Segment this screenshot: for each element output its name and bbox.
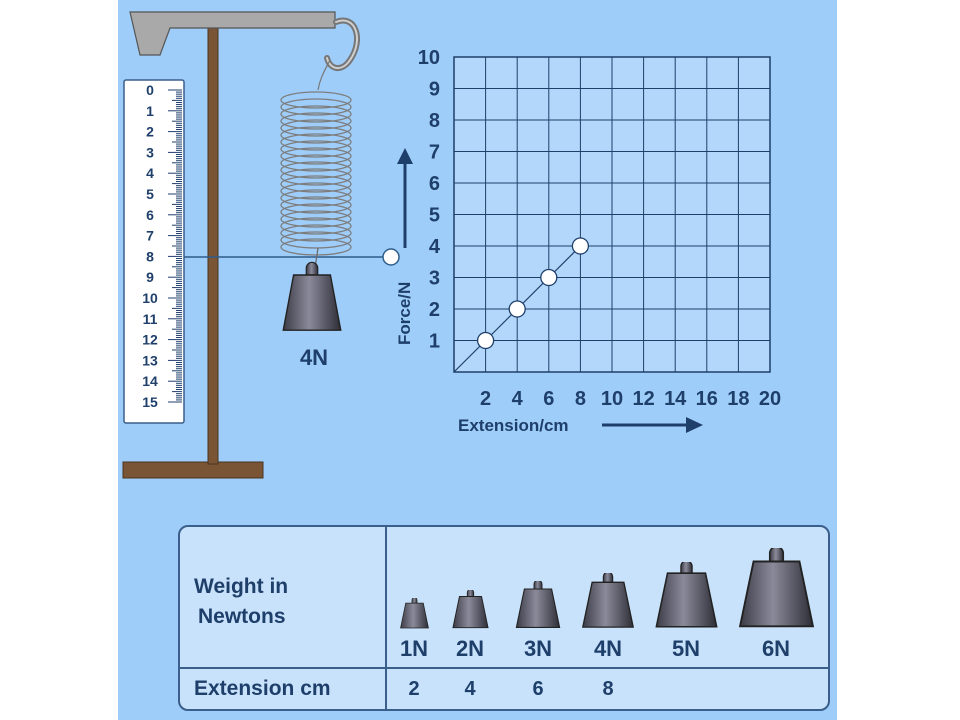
y-tick-label: 8 <box>429 110 440 132</box>
spring-coil <box>280 210 352 228</box>
clamp-stand <box>122 11 361 479</box>
data-point <box>476 331 495 350</box>
y-tick-label: 5 <box>429 205 440 227</box>
hanging-weight-label: 4N <box>300 345 328 370</box>
y-tick-label: 10 <box>418 47 440 69</box>
spring-coil <box>280 168 352 186</box>
data-point <box>571 237 590 255</box>
y-tick-label: 7 <box>429 142 440 164</box>
ruler-mark-label: 10 <box>142 290 158 306</box>
x-tick-label: 2 <box>480 388 491 410</box>
y-tick-label: 6 <box>429 173 440 195</box>
weight-icon <box>738 548 814 628</box>
ruler-mark-label: 8 <box>146 248 154 264</box>
spring-coil <box>280 133 352 151</box>
spring-coil <box>280 196 352 214</box>
spring-coil <box>280 119 352 137</box>
spring-coil <box>280 147 352 165</box>
extension-header: Extension cm <box>194 677 331 700</box>
ruler-mark-label: 9 <box>146 269 154 285</box>
spring-coil <box>280 91 352 109</box>
x-tick-label: 10 <box>601 388 623 410</box>
extension-value: 8 <box>602 678 614 700</box>
x-tick-label: 16 <box>696 388 718 410</box>
spring-coil <box>280 175 352 193</box>
spring-coil <box>280 231 352 249</box>
ruler-mark-label: 11 <box>143 311 158 327</box>
ruler-mark-label: 4 <box>146 165 154 181</box>
stand-arm <box>129 11 336 56</box>
spring-coil <box>280 203 352 221</box>
y-tick-label: 2 <box>429 299 440 321</box>
x-tick-label: 4 <box>512 388 524 410</box>
spring-coil <box>280 105 352 123</box>
extension-value: 2 <box>408 678 420 700</box>
data-point <box>540 268 558 287</box>
pointer-marker <box>382 248 400 266</box>
spring-coil <box>280 112 352 130</box>
ruler-mark-label: 3 <box>146 144 154 160</box>
weight-label: 3N <box>523 636 553 661</box>
weight-label: 2N <box>455 636 485 661</box>
weight-header-line1: Weight in <box>194 575 289 598</box>
weight-header-line2: Newtons <box>198 605 286 628</box>
x-tick-label: 18 <box>727 388 749 410</box>
ruler-mark-label: 0 <box>146 82 154 98</box>
spring-coil <box>280 189 352 207</box>
spring <box>280 59 352 256</box>
weights-table: Weight in Newtons Extension cm 1N 2N 3N 4N 5… <box>178 525 830 711</box>
y-tick-label: 1 <box>429 331 440 353</box>
ruler-mark-label: 5 <box>146 186 154 202</box>
x-tick-label: 14 <box>664 388 687 410</box>
y-axis-label: Force/N <box>395 282 414 345</box>
spring-coil <box>280 98 352 116</box>
ruler-mark-label: 13 <box>142 352 158 368</box>
ruler-mark-label: 15 <box>142 394 158 410</box>
chart-x-ticks: 2 4 6 8 10 12 14 16 18 20 <box>480 388 781 410</box>
weight-label: 5N <box>671 636 701 661</box>
spring-coil <box>280 140 352 158</box>
chart-y-ticks: 1 2 3 4 5 6 7 8 9 10 <box>418 47 441 353</box>
data-point <box>508 300 526 318</box>
x-tick-label: 12 <box>632 388 654 410</box>
spring-coil <box>280 238 352 256</box>
spring-coil <box>280 154 352 172</box>
spring-coil <box>280 217 352 235</box>
weight-label: 6N <box>761 636 791 661</box>
weight-icon <box>451 590 489 629</box>
ruler-mark-label: 7 <box>146 228 154 244</box>
extension-value: 4 <box>464 678 476 700</box>
y-tick-label: 4 <box>429 236 441 258</box>
spring-coil <box>280 182 352 200</box>
weight-icon <box>399 598 429 629</box>
stand-base <box>122 461 264 479</box>
ruler-mark-label: 6 <box>146 207 154 223</box>
x-tick-label: 8 <box>575 388 586 410</box>
weight-label: 4N <box>593 636 623 661</box>
y-tick-label: 9 <box>429 79 440 101</box>
x-tick-label: 6 <box>543 388 554 410</box>
ruler-mark-label: 2 <box>146 124 154 140</box>
stand-pole <box>207 27 219 465</box>
ruler-mark-label: 1 <box>146 103 154 119</box>
ruler-mark-label: 12 <box>142 332 158 348</box>
weight-icon <box>654 562 718 628</box>
extension-value: 6 <box>532 678 544 700</box>
ruler-mark-label: 14 <box>142 373 158 389</box>
weight-label: 1N <box>399 636 429 661</box>
x-axis-label: Extension/cm <box>458 416 569 435</box>
spring-coil <box>280 161 352 179</box>
spring-coil <box>280 126 352 144</box>
weight-icon <box>581 573 635 628</box>
chart-points <box>476 237 590 350</box>
x-tick-label: 20 <box>759 388 781 410</box>
weight-icon <box>515 581 561 628</box>
hanging-weight-icon <box>282 261 342 331</box>
spring-coil <box>280 224 352 242</box>
y-tick-label: 3 <box>429 268 440 290</box>
